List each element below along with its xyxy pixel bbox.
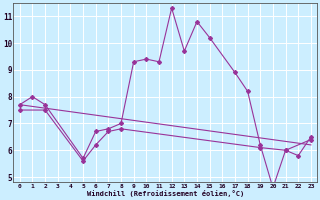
X-axis label: Windchill (Refroidissement éolien,°C): Windchill (Refroidissement éolien,°C) — [87, 190, 244, 197]
